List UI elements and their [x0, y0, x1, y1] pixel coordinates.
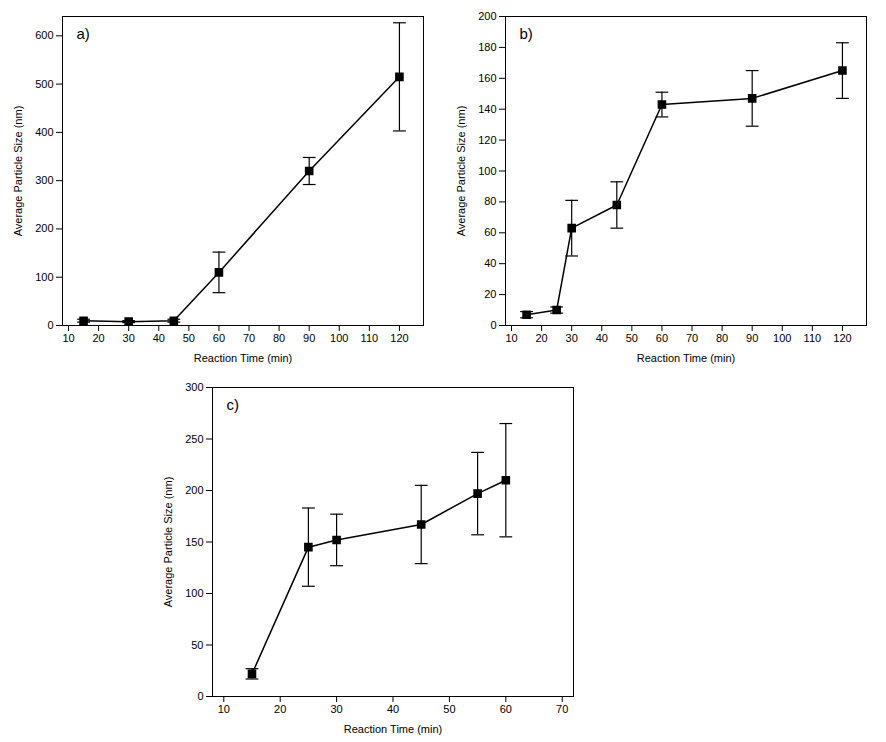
svg-text:0: 0: [47, 319, 53, 331]
svg-text:10: 10: [62, 332, 74, 344]
svg-text:200: 200: [478, 10, 496, 22]
svg-text:40: 40: [387, 703, 399, 715]
svg-text:70: 70: [243, 332, 255, 344]
svg-text:110: 110: [361, 332, 379, 344]
svg-text:180: 180: [478, 41, 496, 53]
svg-text:a): a): [77, 25, 90, 42]
svg-text:50: 50: [191, 639, 203, 651]
svg-text:160: 160: [478, 72, 496, 84]
svg-text:60: 60: [213, 332, 225, 344]
svg-text:Reaction Time (min): Reaction Time (min): [637, 352, 735, 364]
svg-text:Reaction Time (min): Reaction Time (min): [344, 723, 442, 735]
svg-text:100: 100: [185, 587, 203, 599]
svg-text:0: 0: [197, 690, 203, 702]
svg-text:400: 400: [35, 126, 53, 138]
svg-text:60: 60: [656, 332, 668, 344]
svg-text:50: 50: [626, 332, 638, 344]
svg-text:110: 110: [804, 332, 822, 344]
svg-text:30: 30: [123, 332, 135, 344]
svg-text:70: 70: [686, 332, 698, 344]
svg-text:300: 300: [185, 381, 203, 393]
svg-text:30: 30: [566, 332, 578, 344]
svg-text:20: 20: [484, 288, 496, 300]
svg-text:120: 120: [390, 332, 408, 344]
svg-text:100: 100: [478, 165, 496, 177]
svg-text:Average Particle Size (nm): Average Particle Size (nm): [162, 477, 174, 608]
svg-text:120: 120: [833, 332, 851, 344]
svg-text:40: 40: [153, 332, 165, 344]
svg-text:50: 50: [183, 332, 195, 344]
svg-text:140: 140: [478, 103, 496, 115]
svg-text:80: 80: [273, 332, 285, 344]
svg-text:60: 60: [484, 226, 496, 238]
svg-text:200: 200: [185, 484, 203, 496]
svg-text:30: 30: [330, 703, 342, 715]
svg-text:100: 100: [330, 332, 348, 344]
svg-text:300: 300: [35, 174, 53, 186]
svg-text:40: 40: [484, 257, 496, 269]
svg-text:Average Particle Size (nm): Average Particle Size (nm): [12, 106, 24, 237]
svg-text:40: 40: [596, 332, 608, 344]
svg-text:Average Particle Size (nm): Average Particle Size (nm): [455, 106, 467, 237]
svg-text:90: 90: [303, 332, 315, 344]
svg-text:10: 10: [505, 332, 517, 344]
svg-text:250: 250: [185, 433, 203, 445]
svg-text:80: 80: [716, 332, 728, 344]
svg-text:600: 600: [35, 29, 53, 41]
svg-text:500: 500: [35, 78, 53, 90]
svg-text:20: 20: [535, 332, 547, 344]
svg-text:20: 20: [92, 332, 104, 344]
svg-text:60: 60: [500, 703, 512, 715]
svg-text:b): b): [520, 25, 533, 42]
svg-text:120: 120: [478, 134, 496, 146]
svg-text:Reaction Time (min): Reaction Time (min): [194, 352, 292, 364]
svg-text:70: 70: [556, 703, 568, 715]
svg-text:80: 80: [484, 195, 496, 207]
svg-text:50: 50: [443, 703, 455, 715]
svg-text:200: 200: [35, 222, 53, 234]
svg-text:c): c): [227, 396, 240, 413]
svg-text:10: 10: [218, 703, 230, 715]
svg-text:90: 90: [746, 332, 758, 344]
svg-text:20: 20: [274, 703, 286, 715]
svg-text:100: 100: [35, 271, 53, 283]
svg-text:100: 100: [773, 332, 791, 344]
svg-text:0: 0: [490, 319, 496, 331]
svg-text:150: 150: [185, 536, 203, 548]
